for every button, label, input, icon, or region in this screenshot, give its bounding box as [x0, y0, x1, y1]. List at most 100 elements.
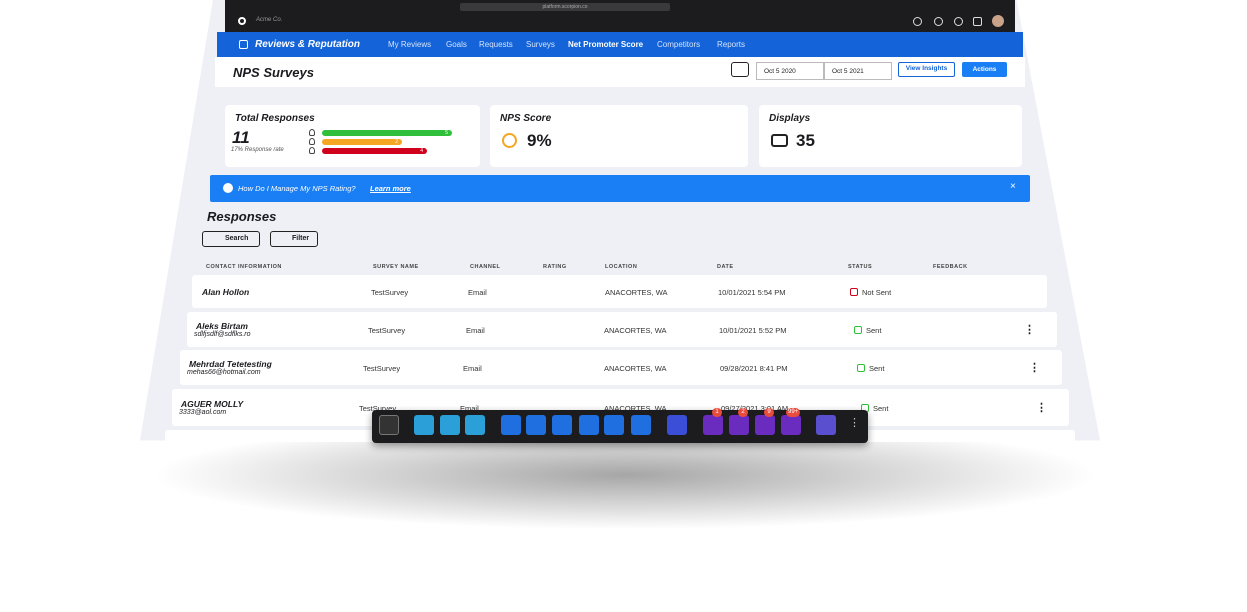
toolbar-app[interactable]: [414, 415, 434, 435]
contact-email: sdlfjsdlf@sdflks.ro: [194, 330, 251, 338]
insights-button[interactable]: View Insights: [898, 62, 955, 77]
cell-survey: TestSurvey: [363, 363, 401, 373]
icon[interactable]: [954, 17, 963, 26]
date-to[interactable]: Oct 5 2021: [824, 62, 892, 80]
actions-button[interactable]: Actions: [962, 62, 1007, 77]
page-title: NPS Surveys: [233, 65, 314, 80]
cell-channel: Email: [468, 287, 487, 297]
status-text: Sent: [869, 363, 885, 373]
column-header: CONTACT INFORMATION: [206, 264, 282, 270]
rating-bar: 4: [322, 148, 427, 154]
search-button[interactable]: Search: [202, 231, 260, 247]
section-title: Responses: [207, 209, 277, 224]
rating-icon: [309, 147, 315, 154]
icon[interactable]: [934, 17, 943, 26]
card-title: NPS Score: [500, 113, 552, 124]
toolbar-app[interactable]: [526, 415, 546, 435]
toolbar-app[interactable]: [703, 415, 723, 435]
nps-icon: [502, 133, 517, 148]
badge: 2: [738, 408, 748, 417]
nav-item[interactable]: Requests: [479, 40, 513, 49]
cell-channel: Email: [463, 363, 482, 373]
toolbar-app[interactable]: [465, 415, 485, 435]
card: [759, 105, 1022, 167]
contact-name: Mehrdad Tetetesting: [189, 358, 272, 369]
status-text: Not Sent: [862, 287, 892, 297]
badge: 99+: [786, 408, 801, 417]
nav-item[interactable]: My Reviews: [388, 40, 432, 49]
nav-bar: [217, 32, 1023, 57]
nav-item[interactable]: Goals: [446, 40, 467, 49]
toolbar-app[interactable]: [579, 415, 599, 435]
rating-icon: [309, 129, 315, 136]
row-menu[interactable]: ⋮: [1024, 323, 1035, 336]
toolbar-menu[interactable]: ⋮: [849, 417, 860, 429]
contact-email: mehas66@hotmail.com: [187, 368, 261, 376]
column-header: SURVEY NAME: [373, 264, 419, 270]
row-menu[interactable]: ⋮: [1036, 401, 1047, 414]
notifications[interactable]: [973, 17, 982, 26]
rating-bar: 2: [322, 139, 402, 145]
banner-link[interactable]: Learn more: [370, 184, 411, 193]
nav-item[interactable]: Reports: [717, 40, 746, 49]
cell-location: ANACORTES, WA: [605, 287, 668, 297]
cell-date: 10/01/2021 5:52 PM: [719, 325, 787, 335]
cell-survey: TestSurvey: [359, 403, 397, 413]
toolbar-app[interactable]: [440, 415, 460, 435]
nav-icon: [239, 40, 248, 49]
toolbar-app[interactable]: [631, 415, 651, 435]
banner: [210, 175, 1030, 202]
rating-bar: 5: [322, 130, 452, 136]
nav-title: Reviews & Reputation: [255, 39, 361, 50]
table-row[interactable]: [187, 312, 1057, 347]
cell-date: 09/28/2021 8:41 PM: [720, 363, 788, 373]
column-header: CHANNEL: [470, 264, 501, 270]
contact-email: 3333@aol.com: [179, 408, 227, 416]
nav-item[interactable]: Competitors: [657, 40, 701, 49]
toolbar-app[interactable]: [501, 415, 521, 435]
row-menu[interactable]: ⋮: [1029, 361, 1040, 374]
close-button[interactable]: ×: [1010, 181, 1016, 192]
card-value: 35: [796, 131, 815, 150]
table-row[interactable]: [192, 275, 1047, 308]
column-header: FEEDBACK: [933, 264, 968, 270]
displays-icon: [771, 134, 788, 147]
cell-date: 10/01/2021 5:54 PM: [718, 287, 786, 297]
toolbar-app[interactable]: [604, 415, 624, 435]
badge: 9: [764, 408, 774, 417]
contact-name: Aleks Birtam: [196, 320, 248, 331]
nav-item[interactable]: Surveys: [526, 40, 555, 49]
date-from[interactable]: Oct 5 2020: [756, 62, 824, 80]
info-icon: [223, 183, 233, 193]
column-header: STATUS: [848, 264, 873, 270]
toolbar-app[interactable]: [816, 415, 836, 435]
status-icon: [850, 287, 858, 296]
card: [225, 105, 480, 167]
cell-location: ANACORTES, WA: [604, 363, 667, 373]
toolbar-app[interactable]: [667, 415, 687, 435]
logo: [238, 17, 246, 25]
url-field: platform.scorpion.co: [460, 3, 670, 11]
filter-toggle[interactable]: [731, 62, 749, 77]
column-header: DATE: [717, 264, 734, 270]
toolbar-app[interactable]: [379, 415, 399, 435]
cell-location: ANACORTES, WA: [604, 325, 667, 335]
status-icon: [857, 363, 865, 372]
card-title: Displays: [769, 113, 811, 124]
toolbar-app[interactable]: [755, 415, 775, 435]
cell-date: 09/27/2021 3:01 AM: [721, 403, 789, 413]
status-text: Sent: [866, 325, 882, 335]
icon[interactable]: [913, 17, 922, 26]
avatar[interactable]: [992, 15, 1004, 27]
table-row[interactable]: [180, 350, 1062, 385]
status-text: Sent: [873, 403, 889, 413]
toolbar-app[interactable]: [552, 415, 572, 435]
toolbar-app[interactable]: [729, 415, 749, 435]
filter-button[interactable]: Filter: [270, 231, 318, 247]
badge: 1: [712, 408, 722, 417]
toolbar-app[interactable]: [781, 415, 801, 435]
cell-channel: Email: [466, 325, 485, 335]
nav-item[interactable]: Net Promoter Score: [568, 40, 644, 49]
rating-icon: [309, 138, 315, 145]
